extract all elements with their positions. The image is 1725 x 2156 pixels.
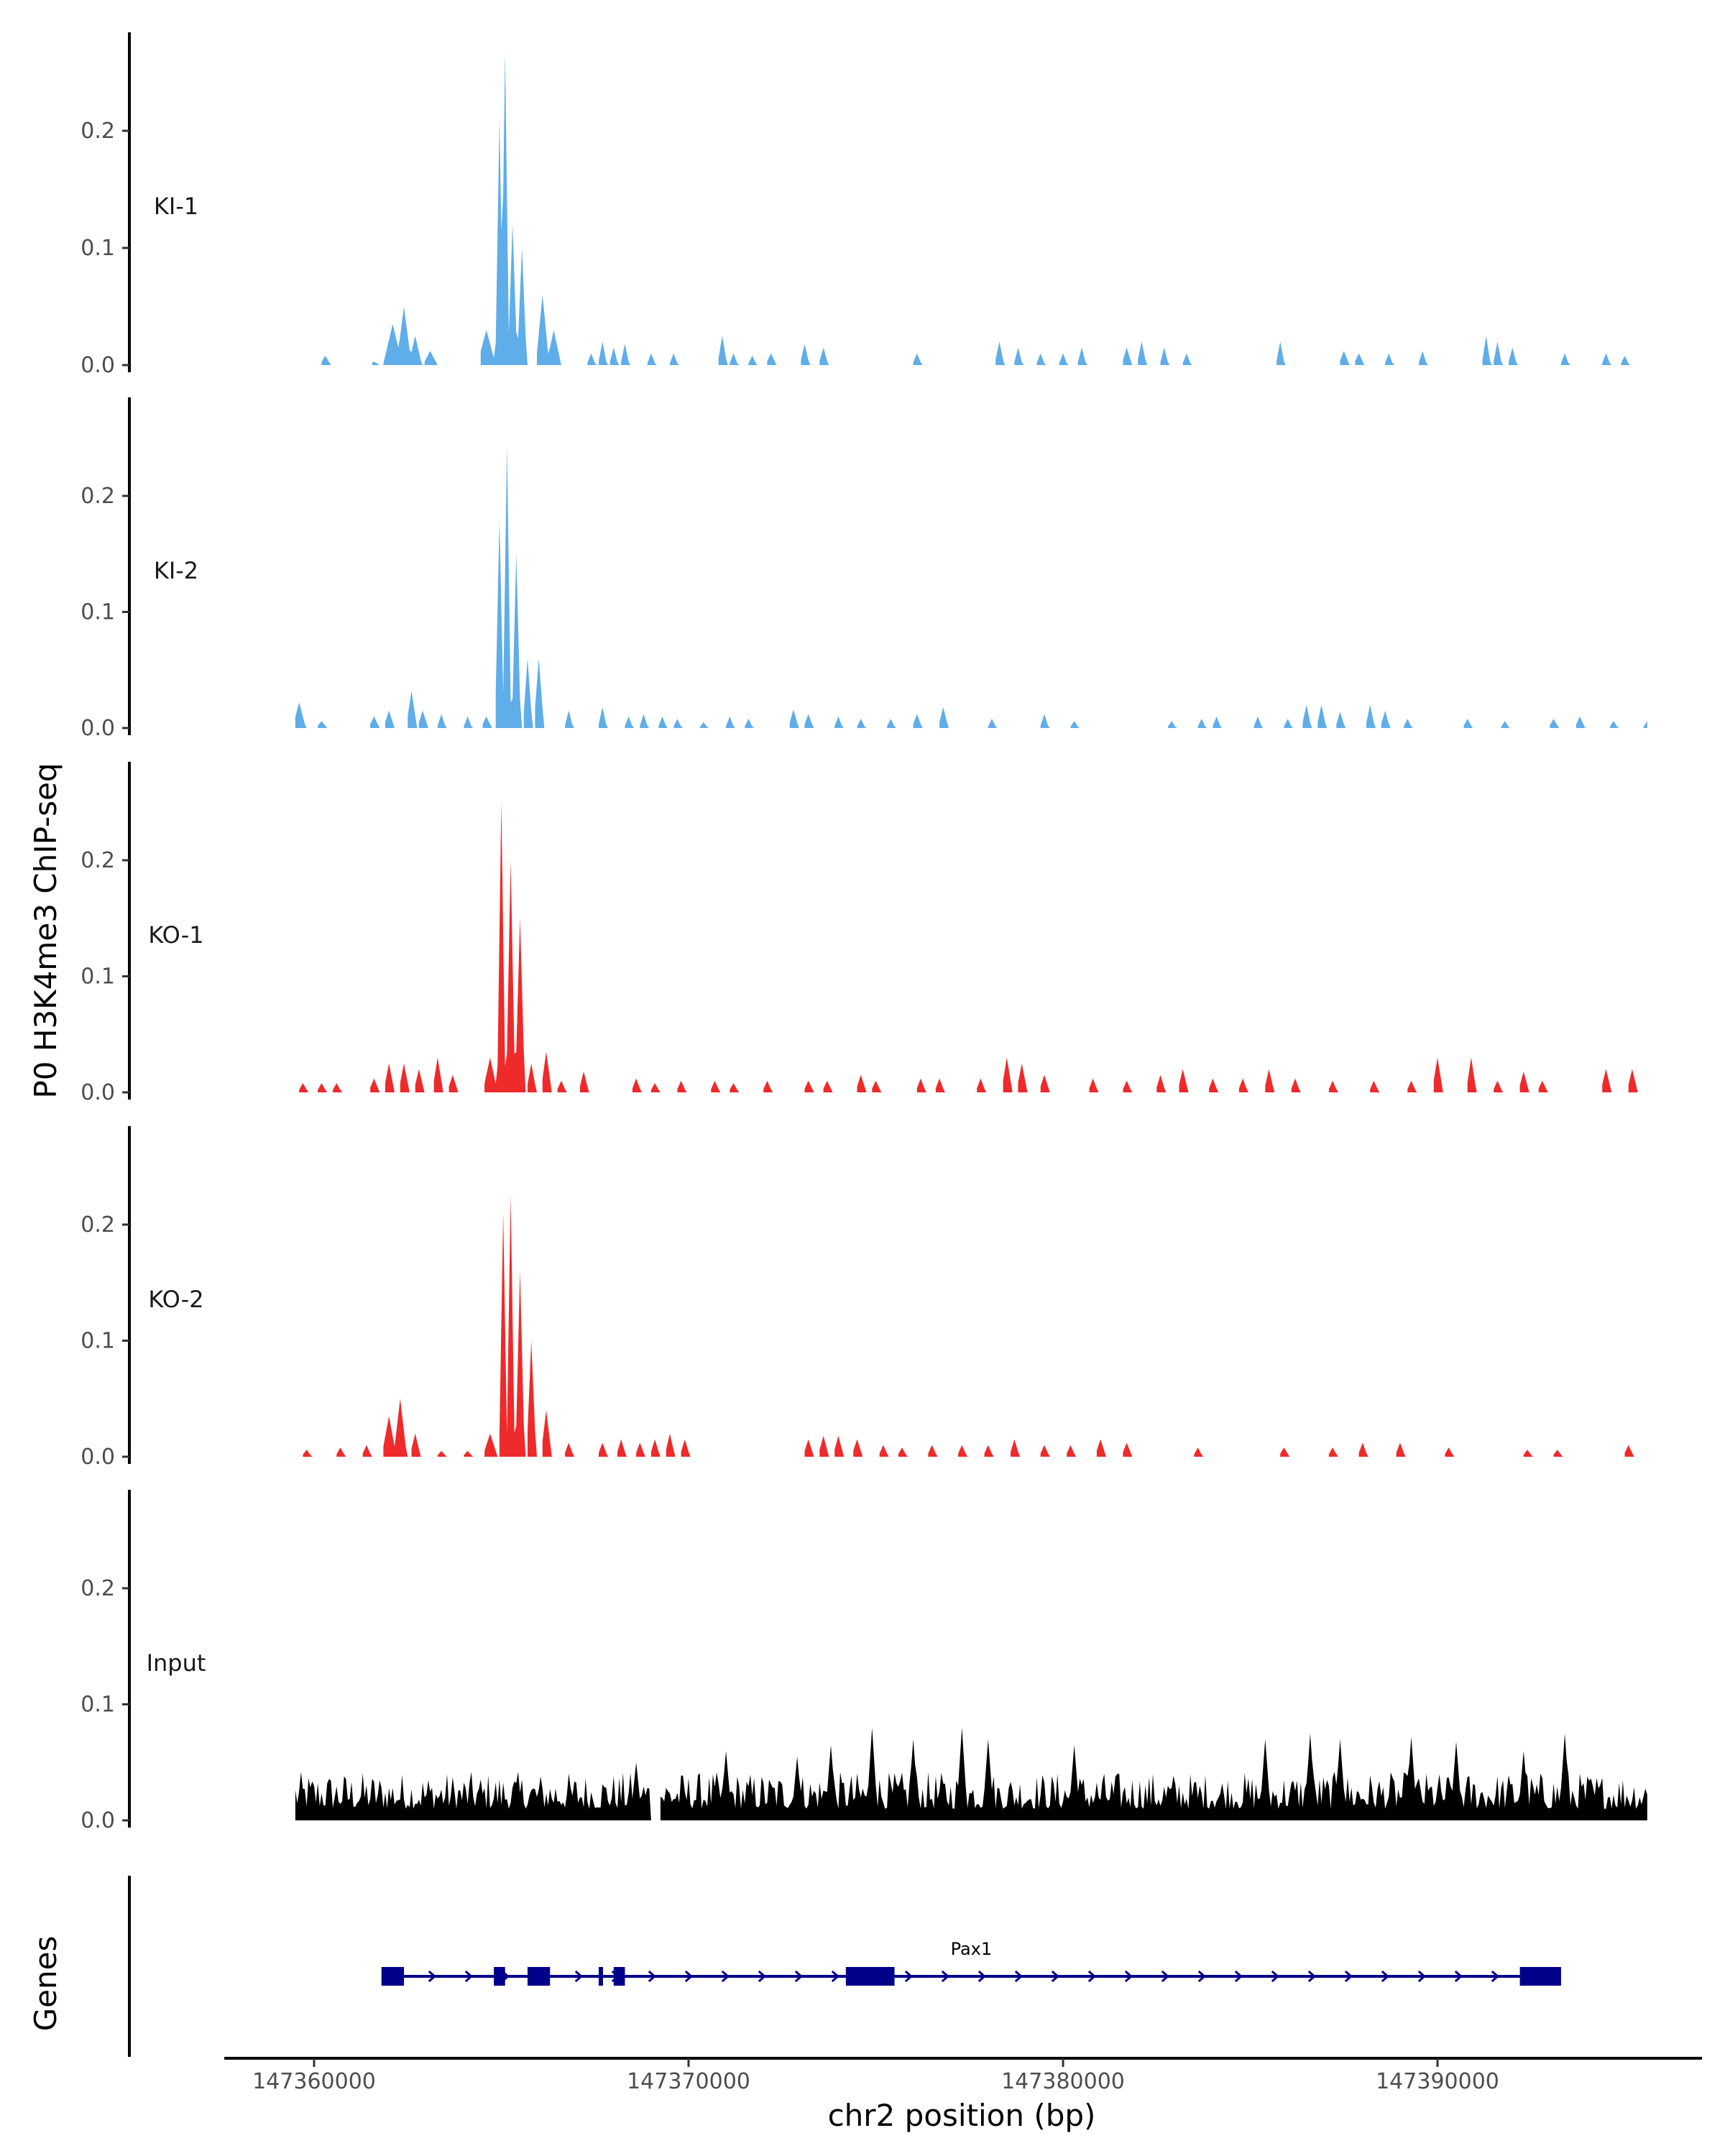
strand-arrow	[1161, 1970, 1170, 1983]
track-label: KO-1	[148, 921, 203, 949]
y-tick-label: 0.2	[80, 1576, 115, 1601]
strand-arrow	[1271, 1970, 1280, 1983]
track-label: KI-2	[154, 557, 198, 584]
exon	[494, 1967, 505, 1986]
track-ki-2: 0.0 0.1 0.2 KI-2	[80, 397, 1647, 741]
exon	[1519, 1967, 1561, 1986]
strand-arrow	[1344, 1970, 1353, 1983]
strand-arrow	[1234, 1970, 1243, 1983]
y-tick-label: 0.2	[80, 484, 115, 509]
strand-arrow	[941, 1970, 950, 1983]
y-axis-title: P0 H3K4me3 ChIP-seq	[28, 763, 63, 1098]
exon	[598, 1967, 603, 1986]
y-tick-label: 0.1	[80, 964, 115, 990]
y-tick-label: 0.0	[80, 353, 115, 378]
y-tick-label: 0.1	[80, 236, 115, 261]
x-tick-label: 147360000	[252, 2069, 376, 2094]
strand-arrow	[428, 1970, 437, 1983]
exon	[845, 1967, 895, 1986]
coverage-tracks: 0.00.10.2KI-10.00.10.2KI-20.00.10.2KO-10…	[80, 32, 1647, 1833]
x-tick-label: 147380000	[1001, 2069, 1125, 2094]
coverage-area-input	[295, 1727, 1647, 1820]
track-ko-2: 0.0 0.1 0.2 KO-2	[80, 1126, 1634, 1470]
track-label: KO-2	[148, 1286, 203, 1313]
strand-arrow	[831, 1970, 840, 1983]
strand-arrow	[574, 1970, 584, 1983]
track-label: Input	[147, 1649, 206, 1677]
y-tick-label: 0.2	[80, 1212, 115, 1238]
strand-arrow	[1381, 1970, 1390, 1983]
strand-arrow	[464, 1970, 474, 1983]
x-axis: 147360000 147370000 147380000 147390000	[224, 2057, 1702, 2094]
gene-track: Pax1	[128, 1876, 1561, 2057]
y-tick-label: 0.0	[80, 1808, 115, 1833]
y-tick-label: 0.0	[80, 716, 115, 741]
y-tick-label: 0.2	[80, 848, 115, 873]
strand-arrow	[1051, 1970, 1060, 1983]
x-tick-label: 147390000	[1376, 2069, 1499, 2094]
track-ko-1: 0.0 0.1 0.2 KO-1	[80, 762, 1638, 1105]
strand-arrow	[904, 1970, 914, 1983]
strand-arrow	[1307, 1970, 1317, 1983]
strand-arrow	[1087, 1970, 1097, 1983]
strand-arrow	[1491, 1970, 1500, 1983]
exon	[613, 1967, 625, 1986]
y-tick-label: 0.2	[80, 119, 115, 144]
strand-arrow	[794, 1970, 804, 1983]
exon	[527, 1967, 551, 1986]
strand-arrow	[1417, 1970, 1427, 1983]
strand-arrow	[1124, 1970, 1133, 1983]
y-tick-label: 0.0	[80, 1445, 115, 1470]
y-tick-label: 0.1	[80, 600, 115, 625]
track-input: 0.0 0.1 0.2 Input	[80, 1490, 1647, 1833]
strand-arrow	[758, 1970, 767, 1983]
y-tick-label: 0.0	[80, 1080, 115, 1105]
strand-arrow	[648, 1970, 657, 1983]
strand-arrow	[1454, 1970, 1463, 1983]
exon	[381, 1967, 405, 1986]
track-ki-1: 0.0 0.1 0.2 KI-1	[80, 32, 1631, 378]
track-label: KI-1	[154, 193, 198, 220]
strand-arrow	[684, 1970, 694, 1983]
strand-arrow	[721, 1970, 730, 1983]
x-tick-label: 147370000	[627, 2069, 750, 2094]
gene-name: Pax1	[951, 1939, 993, 1959]
x-axis-title: chr2 position (bp)	[828, 2098, 1096, 2133]
y-tick-label: 0.1	[80, 1329, 115, 1354]
strand-arrow	[1014, 1970, 1024, 1983]
y-tick-label: 0.1	[80, 1692, 115, 1718]
strand-arrow	[978, 1970, 987, 1983]
strand-arrow	[1197, 1970, 1207, 1983]
genes-axis-title: Genes	[28, 1936, 63, 2032]
